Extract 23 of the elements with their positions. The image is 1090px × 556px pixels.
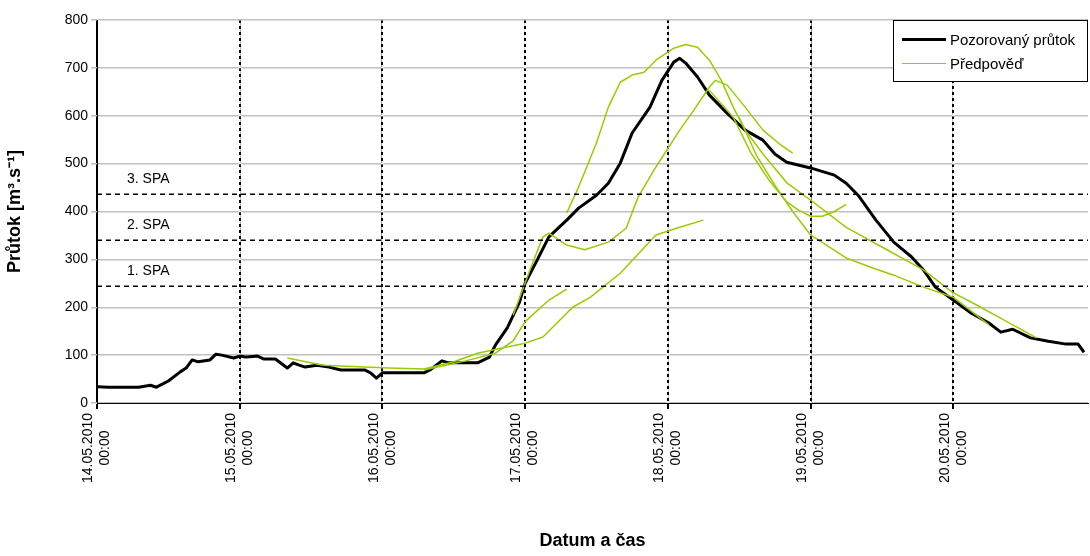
y-tick-label: 700 (64, 58, 89, 75)
x-tick-label: 14.05.2010 00:00 (79, 412, 113, 484)
ref-line-label: 3. SPA (127, 170, 171, 187)
x-tick-label: 20.05.2010 00:00 (935, 412, 969, 484)
y-tick-label: 200 (64, 298, 89, 315)
x-tick-label: 15.05.2010 00:00 (222, 412, 256, 484)
y-tick-label: 100 (64, 345, 89, 362)
y-tick-label: 800 (64, 10, 89, 27)
y-tick-label: 300 (64, 250, 89, 267)
x-tick-label: 17.05.2010 00:00 (507, 412, 541, 484)
y-tick-label: 500 (64, 154, 89, 171)
y-tick-label: 0 (80, 393, 89, 410)
ref-line-label: 1. SPA (127, 262, 171, 279)
x-tick-label: 16.05.2010 00:00 (364, 412, 398, 484)
y-tick-label: 400 (64, 202, 89, 219)
legend-label: Pozorovaný průtok (949, 30, 1075, 48)
x-tick-label: 18.05.2010 00:00 (650, 412, 684, 484)
x-axis-title: Datum a čas (539, 530, 646, 551)
x-tick-label: 19.05.2010 00:00 (792, 412, 826, 484)
y-tick-label: 600 (64, 106, 89, 123)
y-axis-title: Průtok [m³.s⁻¹] (3, 150, 24, 273)
ref-line-label: 2. SPA (127, 216, 171, 233)
legend-label: Předpověď (949, 54, 1024, 72)
